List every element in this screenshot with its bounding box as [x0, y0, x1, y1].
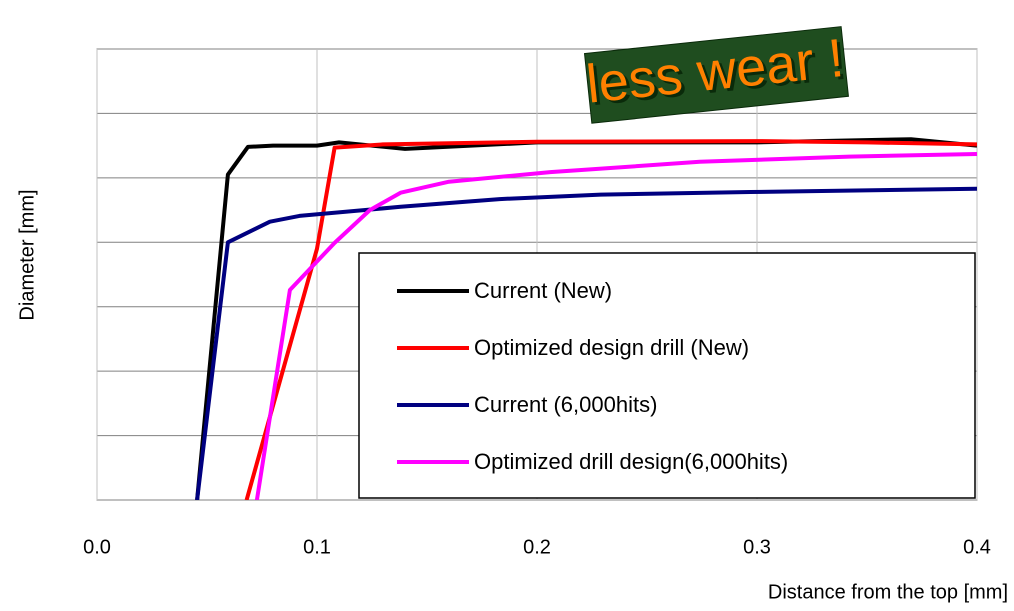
series-line	[195, 186, 977, 500]
series-line	[254, 152, 977, 500]
x-tick-label: 0.0	[83, 536, 111, 558]
x-axis-label: Distance from the top [mm]	[768, 581, 1008, 603]
x-tick-label: 0.2	[523, 536, 551, 558]
annotation: less wear !less wear !	[583, 26, 850, 124]
legend-label: Current (6,000hits)	[474, 392, 657, 417]
x-tick-label: 0.1	[303, 536, 331, 558]
legend-box	[358, 252, 976, 499]
annotation-back	[583, 26, 849, 124]
x-tick-label: 0.4	[963, 536, 991, 558]
x-tick-label: 0.3	[743, 536, 771, 558]
y-axis-label: Diameter [mm]	[16, 189, 38, 320]
legend-label: Optimized design drill (New)	[474, 335, 749, 360]
series-line	[244, 139, 977, 500]
legend-label: Optimized drill design(6,000hits)	[474, 449, 788, 474]
legend-label: Current (New)	[474, 278, 612, 303]
